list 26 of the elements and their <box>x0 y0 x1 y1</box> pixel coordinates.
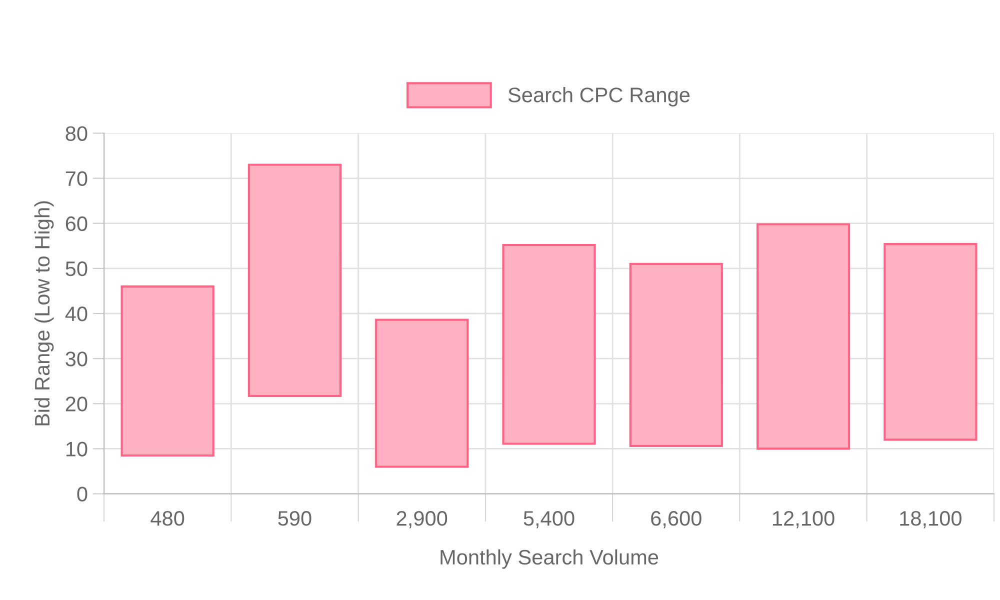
y-axis-title: Bid Range (Low to High) <box>34 201 54 426</box>
y-tick-label: 30 <box>66 352 88 366</box>
y-tick-label: 50 <box>66 261 88 276</box>
bar <box>248 164 342 398</box>
x-tick-label: 480 <box>150 511 184 526</box>
bar <box>756 223 850 450</box>
x-tick-label: 5,400 <box>524 511 574 528</box>
x-tick-label: 18,100 <box>900 511 962 528</box>
y-tick-label: 40 <box>65 306 88 322</box>
x-tick-label: 2,900 <box>396 511 448 528</box>
bar <box>120 285 214 457</box>
x-tick-label: 12,100 <box>773 511 834 528</box>
x-axis-title: Monthly Search Volume <box>440 549 658 569</box>
y-tick-label: 70 <box>66 171 88 186</box>
y-tick-label: 10 <box>66 442 88 456</box>
bar <box>375 318 469 468</box>
bar <box>502 244 596 445</box>
y-tick-label: 80 <box>66 126 88 141</box>
x-tick-label: 6,600 <box>651 511 702 528</box>
y-tick-label: 60 <box>66 216 88 232</box>
x-tick-label: 590 <box>278 511 312 526</box>
y-tick-label: 0 <box>77 486 88 502</box>
bar <box>884 243 978 441</box>
y-tick-label: 20 <box>66 396 88 412</box>
bar <box>629 262 723 448</box>
legend-label: Search CPC Range <box>508 87 690 106</box>
